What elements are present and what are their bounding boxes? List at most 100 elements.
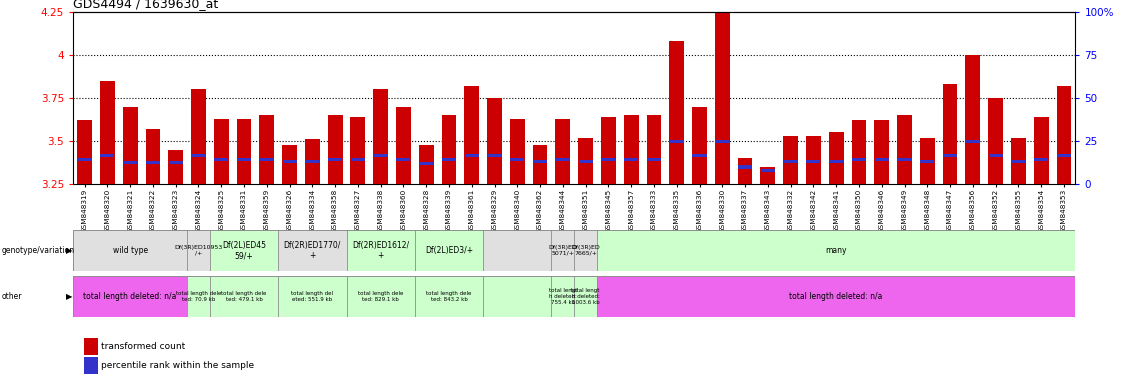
Bar (556, 158, 570, 161)
Bar (73, 276, 187, 317)
Bar (214, 158, 229, 161)
Bar (419, 162, 434, 165)
Bar (851, 120, 866, 184)
Text: other: other (1, 292, 21, 301)
Bar (965, 55, 981, 184)
Bar (692, 106, 707, 184)
Bar (574, 276, 597, 317)
Text: total length del
eted: 551.9 kb: total length del eted: 551.9 kb (292, 291, 333, 302)
Text: total lengt
h deleted:
1003.6 kb: total lengt h deleted: 1003.6 kb (572, 288, 600, 305)
Bar (829, 132, 843, 184)
Text: ▶: ▶ (66, 246, 73, 255)
Bar (920, 160, 935, 164)
Bar (187, 230, 209, 271)
Bar (897, 158, 912, 161)
Bar (396, 158, 411, 161)
Bar (669, 41, 685, 184)
Bar (989, 98, 1003, 184)
Text: Df(3R)ED
7665/+: Df(3R)ED 7665/+ (571, 245, 600, 256)
Text: genotype/variation: genotype/variation (1, 246, 74, 255)
Bar (738, 166, 752, 169)
Bar (1011, 138, 1026, 184)
Bar (374, 154, 387, 157)
Text: Df(3R)ED
5071/+: Df(3R)ED 5071/+ (548, 245, 578, 256)
Bar (168, 150, 184, 184)
Bar (209, 230, 278, 271)
Bar (146, 161, 160, 164)
Bar (441, 115, 456, 184)
Bar (169, 161, 182, 164)
Bar (944, 154, 957, 157)
Bar (278, 276, 347, 317)
Bar (533, 145, 547, 184)
Bar (259, 115, 275, 184)
Bar (579, 160, 592, 164)
Bar (78, 158, 91, 161)
Bar (351, 158, 365, 161)
Text: ▶: ▶ (66, 292, 73, 301)
Bar (555, 119, 570, 184)
Bar (715, 139, 730, 143)
Bar (100, 81, 115, 184)
Bar (483, 230, 552, 271)
Bar (191, 89, 206, 184)
Text: total length deleted: n/a: total length deleted: n/a (83, 292, 177, 301)
Bar (579, 138, 593, 184)
Bar (236, 119, 251, 184)
Bar (305, 139, 320, 184)
Bar (347, 230, 414, 271)
Bar (597, 276, 1075, 317)
Bar (601, 158, 616, 161)
Bar (552, 230, 574, 271)
Bar (875, 158, 888, 161)
Bar (574, 230, 597, 271)
Bar (283, 160, 296, 164)
Bar (597, 230, 1075, 271)
Text: total length dele
ted: 70.9 kb: total length dele ted: 70.9 kb (176, 291, 221, 302)
Bar (1057, 154, 1071, 157)
Bar (806, 136, 821, 184)
Bar (328, 115, 342, 184)
Bar (806, 160, 821, 164)
Text: total length dele
ted: 479.1 kb: total length dele ted: 479.1 kb (222, 291, 267, 302)
Text: Df(2R)ED1770/
+: Df(2R)ED1770/ + (284, 241, 341, 260)
Bar (852, 158, 866, 161)
Bar (145, 129, 160, 184)
Bar (738, 159, 752, 184)
Text: total length deleted: n/a: total length deleted: n/a (789, 292, 883, 301)
Text: Df(3R)ED10953
/+: Df(3R)ED10953 /+ (175, 245, 223, 256)
Text: Df(2L)ED3/+: Df(2L)ED3/+ (425, 246, 473, 255)
Bar (784, 160, 797, 164)
Bar (1011, 160, 1026, 164)
Bar (601, 117, 616, 184)
Bar (78, 120, 92, 184)
Bar (624, 115, 638, 184)
Bar (761, 169, 775, 172)
Bar (1034, 117, 1048, 184)
Text: percentile rank within the sample: percentile rank within the sample (101, 361, 254, 370)
Bar (829, 160, 843, 164)
Bar (989, 154, 1002, 157)
Bar (209, 276, 278, 317)
Text: total length dele
ted: 843.2 kb: total length dele ted: 843.2 kb (427, 291, 472, 302)
Bar (670, 139, 683, 143)
Bar (373, 89, 388, 184)
Text: Df(2R)ED1612/
+: Df(2R)ED1612/ + (352, 241, 409, 260)
Bar (897, 115, 912, 184)
Bar (191, 154, 205, 157)
Bar (465, 154, 479, 157)
Bar (347, 276, 414, 317)
Bar (920, 138, 935, 184)
Bar (350, 117, 365, 184)
Bar (784, 136, 798, 184)
Bar (214, 119, 229, 184)
Text: many: many (825, 246, 847, 255)
Bar (260, 158, 274, 161)
Bar (692, 154, 706, 157)
Bar (874, 120, 890, 184)
Bar (488, 154, 501, 157)
Bar (396, 106, 411, 184)
Text: total length dele
ted: 829.1 kb: total length dele ted: 829.1 kb (358, 291, 403, 302)
Bar (624, 158, 638, 161)
Bar (73, 230, 187, 271)
